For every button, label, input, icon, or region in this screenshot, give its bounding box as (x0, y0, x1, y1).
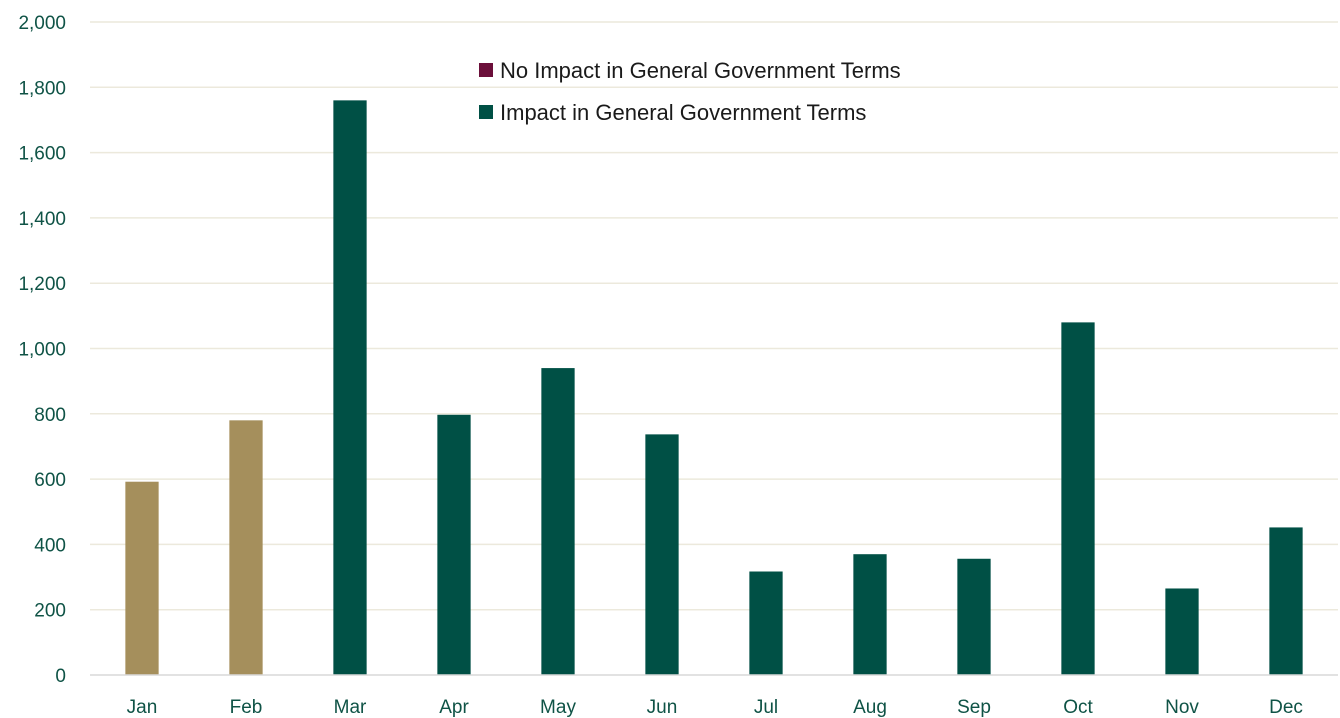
x-tick-label: May (540, 697, 576, 718)
x-tick-label: Aug (853, 697, 887, 718)
bars (125, 100, 1303, 676)
x-axis: Jan Feb Mar Apr May Jun Jul Aug Sep Oct Nov Dec (127, 697, 1303, 718)
legend-label-impact: Impact in General Government Terms (500, 100, 866, 125)
x-tick-label: Apr (439, 697, 469, 718)
bar-jan (125, 481, 159, 675)
x-tick-label: Nov (1165, 697, 1199, 718)
bar-apr (437, 414, 471, 675)
x-tick-label: Mar (334, 697, 367, 718)
bar-sep (957, 558, 991, 675)
bar-mar (333, 100, 367, 676)
bar-dec (1269, 527, 1303, 675)
bar-jul (749, 571, 783, 675)
bar-aug (853, 554, 887, 675)
y-tick-label: 1,600 (18, 144, 66, 165)
x-tick-label: Jan (127, 697, 158, 718)
bar-oct (1061, 322, 1095, 675)
y-tick-label: 0 (55, 666, 66, 687)
y-tick-label: 1,400 (18, 209, 66, 230)
bar-may (541, 368, 575, 675)
legend-swatch-impact (479, 105, 493, 119)
legend-label-no-impact: No Impact in General Government Terms (500, 58, 901, 83)
x-tick-label: Jun (647, 697, 678, 718)
x-tick-label: Sep (957, 697, 991, 718)
x-tick-label: Dec (1269, 697, 1303, 718)
y-tick-label: 600 (34, 470, 66, 491)
x-tick-label: Jul (754, 697, 778, 718)
bar-jun (645, 434, 679, 675)
legend-swatch-no-impact (479, 63, 493, 77)
x-tick-label: Feb (230, 697, 263, 718)
y-tick-label: 1,800 (18, 78, 66, 99)
y-tick-label: 1,200 (18, 274, 66, 295)
bar-feb (229, 420, 263, 675)
bar-nov (1165, 588, 1199, 675)
x-tick-label: Oct (1063, 697, 1093, 718)
gridlines (90, 21, 1338, 611)
y-tick-label: 800 (34, 405, 66, 426)
y-tick-label: 200 (34, 601, 66, 622)
y-tick-label: 400 (34, 535, 66, 556)
y-axis: 0 200 400 600 800 1,000 1,200 1,400 1,600 1,800 2,… (18, 13, 66, 687)
y-tick-label: 2,000 (18, 13, 66, 34)
legend: No Impact in General Government Terms Im… (479, 58, 901, 125)
y-tick-label: 1,000 (18, 340, 66, 361)
